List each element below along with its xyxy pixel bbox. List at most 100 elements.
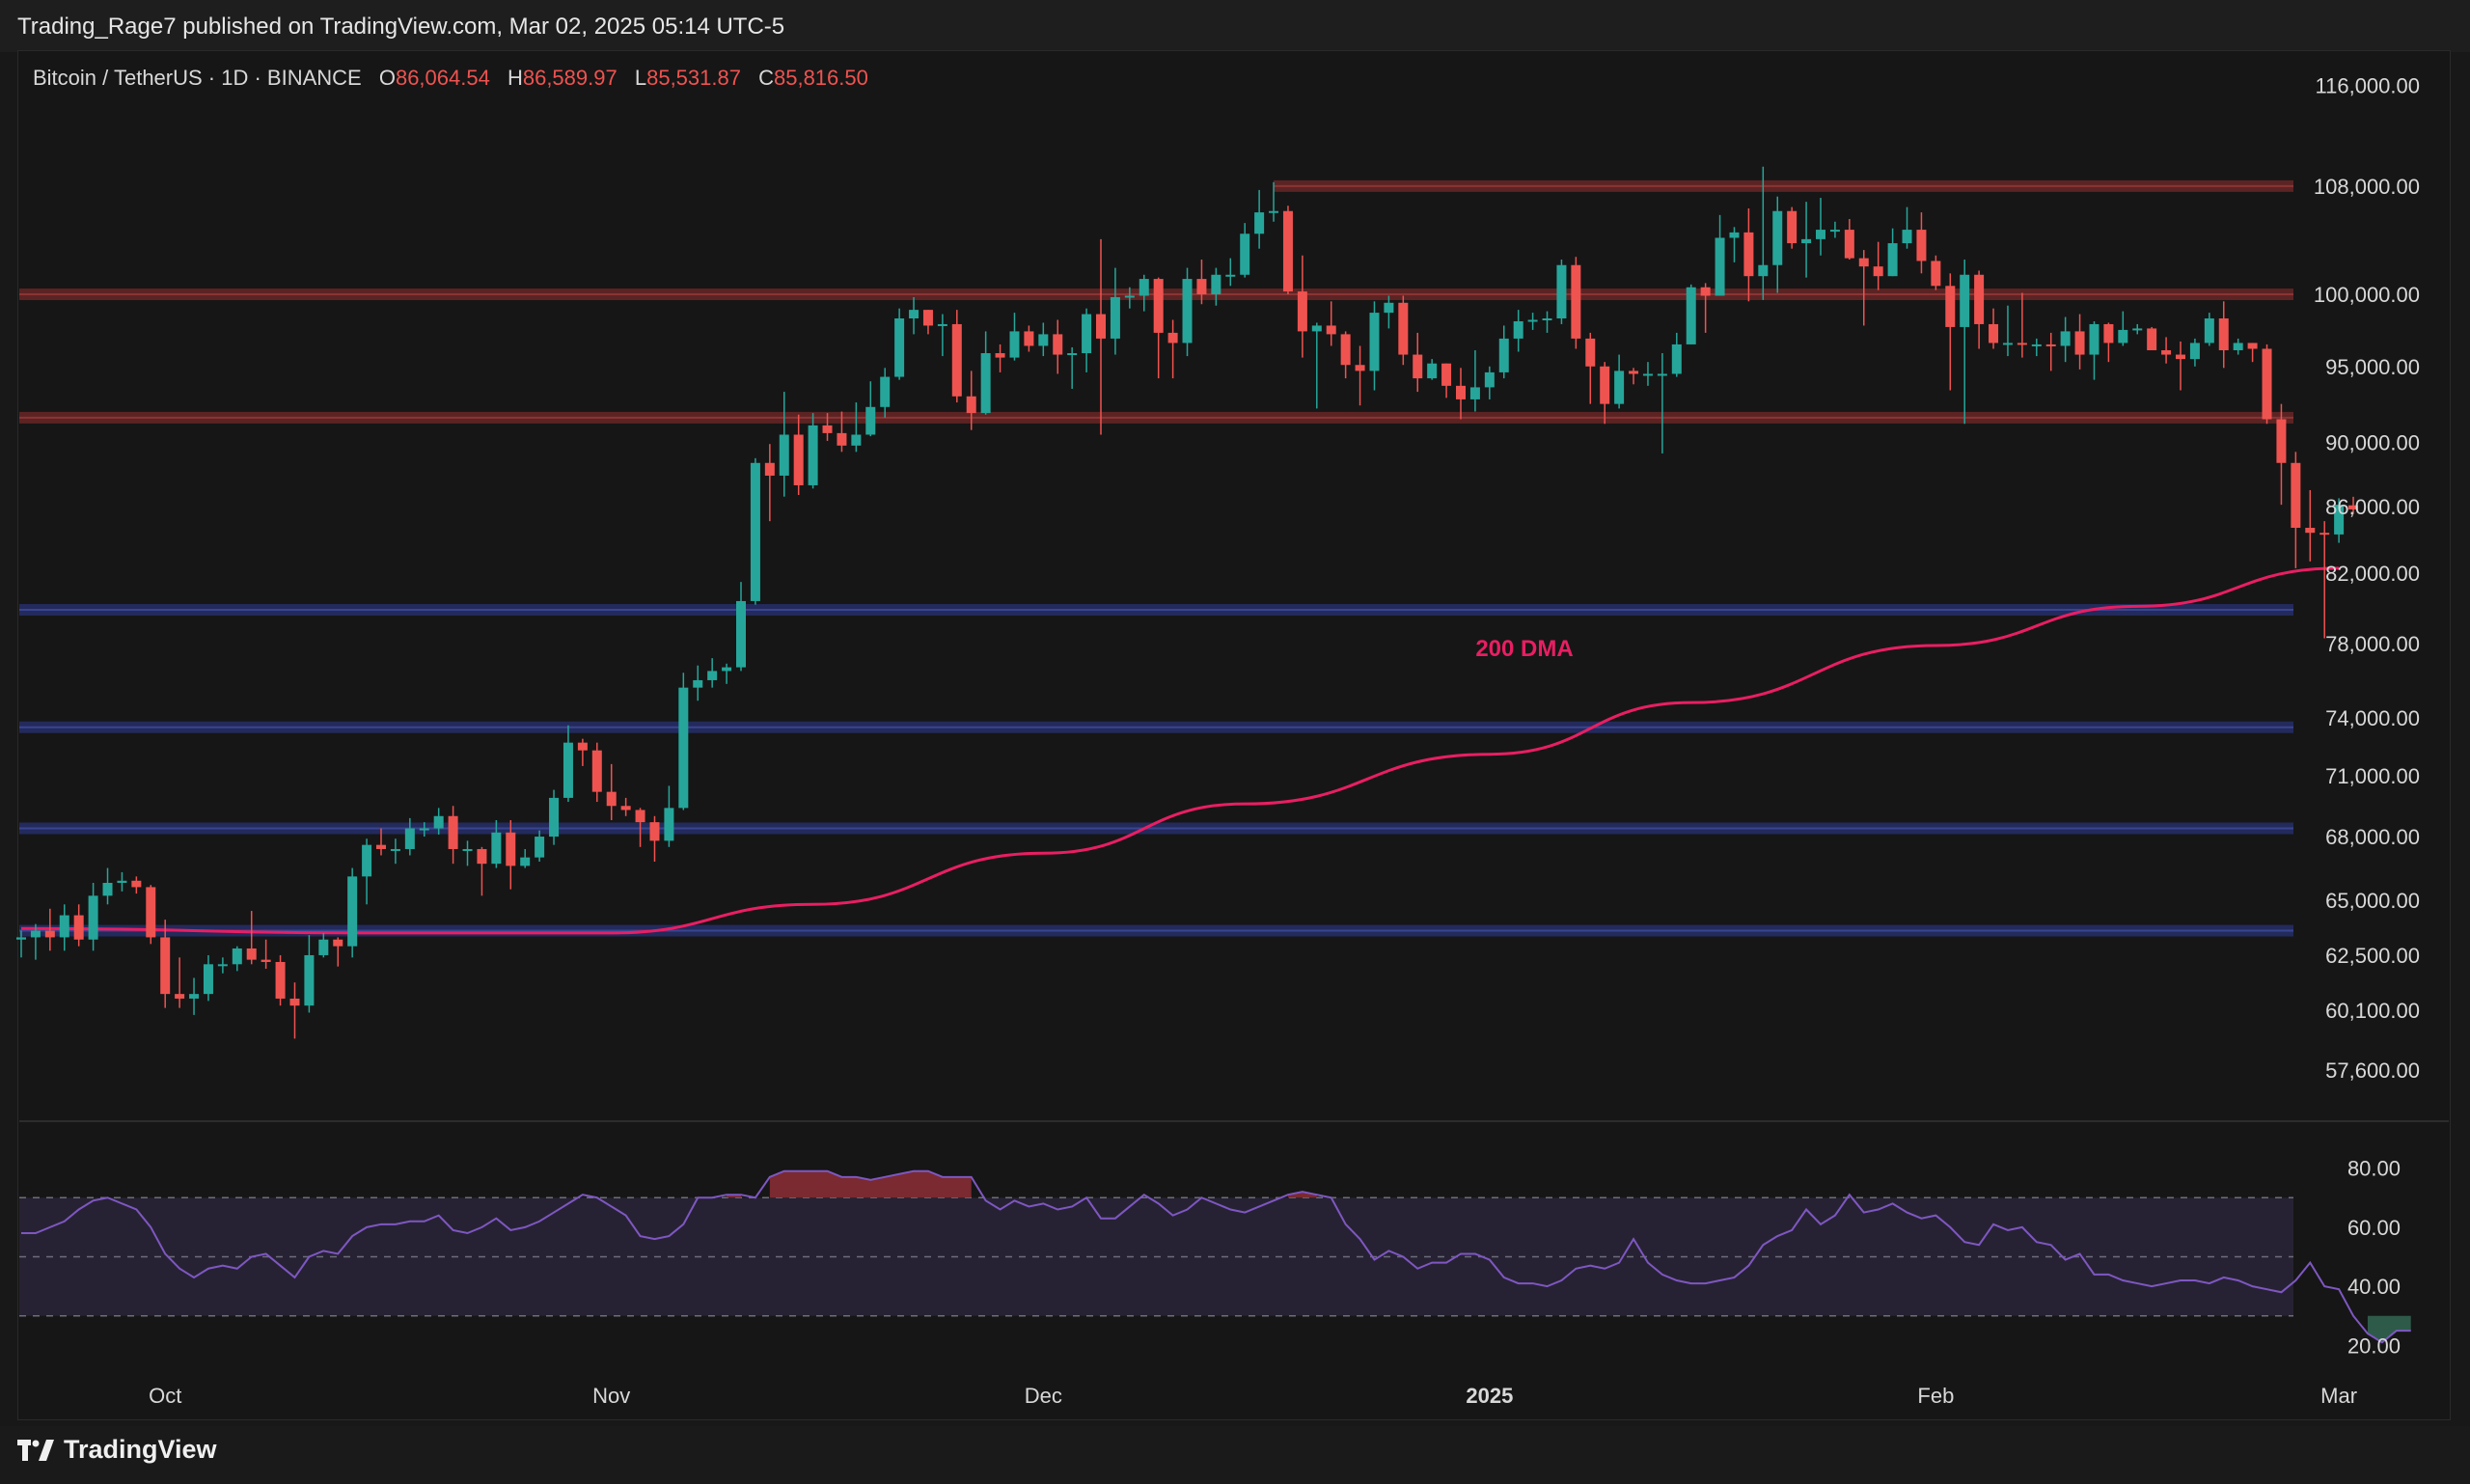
candle-body[interactable] (1556, 264, 1567, 319)
candle-body[interactable] (966, 396, 976, 414)
candle-body[interactable] (2002, 343, 2013, 345)
candle-body[interactable] (102, 882, 113, 896)
candle-body[interactable] (246, 948, 257, 960)
candle-body[interactable] (2247, 343, 2258, 349)
candle-body[interactable] (1456, 385, 1466, 399)
candle-body[interactable] (1153, 279, 1164, 333)
candle-body[interactable] (333, 939, 343, 947)
candle-body[interactable] (922, 310, 933, 326)
candle-body[interactable] (678, 687, 689, 809)
candle-body[interactable] (1787, 210, 1798, 244)
candle-body[interactable] (722, 667, 732, 672)
candle-body[interactable] (2017, 343, 2027, 345)
candle-body[interactable] (520, 857, 531, 866)
candle-body[interactable] (117, 880, 127, 883)
candle-body[interactable] (1513, 320, 1523, 339)
candle-body[interactable] (1844, 230, 1854, 259)
candle-body[interactable] (73, 915, 84, 940)
candle-body[interactable] (1629, 371, 1639, 374)
candle-body[interactable] (549, 797, 560, 838)
candle-body[interactable] (275, 961, 286, 999)
candle-body[interactable] (649, 822, 660, 841)
candle-body[interactable] (1254, 212, 1265, 234)
candle-body[interactable] (1743, 232, 1754, 277)
candle-body[interactable] (189, 994, 200, 999)
candle-body[interactable] (2262, 348, 2272, 420)
candle-body[interactable] (2204, 318, 2214, 344)
candle-body[interactable] (1585, 338, 1596, 367)
candle-body[interactable] (175, 994, 185, 999)
candle-body[interactable] (1082, 314, 1092, 354)
candle-body[interactable] (506, 832, 516, 866)
candle-body[interactable] (1686, 287, 1696, 344)
candle-body[interactable] (1282, 210, 1293, 292)
candle-body[interactable] (880, 376, 891, 407)
time-axis[interactable]: Oct Nov Dec 2025 Feb Mar (149, 1384, 2357, 1408)
candle-body[interactable] (951, 323, 962, 397)
candle-body[interactable] (1960, 274, 1970, 327)
candle-body[interactable] (1139, 279, 1149, 296)
candle-body[interactable] (1024, 331, 1034, 346)
candle-body[interactable] (160, 937, 171, 995)
candle-body[interactable] (1211, 274, 1221, 295)
candle-body[interactable] (2176, 354, 2185, 360)
candle-body[interactable] (1369, 313, 1380, 371)
candle-body[interactable] (2334, 505, 2345, 535)
candle-body[interactable] (865, 406, 876, 435)
candle-body[interactable] (2348, 505, 2359, 509)
candle-body[interactable] (535, 837, 545, 858)
candle-body[interactable] (491, 832, 502, 865)
candle-body[interactable] (1542, 318, 1552, 321)
candle-body[interactable] (2089, 323, 2100, 355)
candle-body[interactable] (1038, 334, 1049, 346)
candle-body[interactable] (1413, 354, 1423, 379)
candle-body[interactable] (44, 930, 55, 938)
candle-body[interactable] (1469, 387, 1480, 399)
candle-body[interactable] (30, 930, 41, 938)
candle-body[interactable] (1614, 371, 1625, 404)
candle-body[interactable] (146, 887, 156, 938)
candle-body[interactable] (232, 948, 242, 965)
candle-body[interactable] (851, 434, 862, 446)
candle-body[interactable] (1340, 334, 1351, 366)
price-axis[interactable]: 116,000.00 108,000.00 100,000.00 95,000.00 9… (2314, 74, 2420, 1083)
candle-body[interactable] (1887, 243, 1898, 277)
candle-body[interactable] (2045, 344, 2056, 346)
candle-body[interactable] (1067, 353, 1078, 356)
candle-body[interactable] (837, 432, 847, 446)
candle-body[interactable] (1326, 325, 1336, 335)
candle-body[interactable] (1124, 295, 1135, 298)
candle-body[interactable] (1715, 237, 1725, 296)
candle-body[interactable] (2103, 323, 2114, 344)
candle-body[interactable] (1498, 338, 1509, 372)
candle-body[interactable] (1311, 325, 1322, 332)
candle-body[interactable] (1902, 230, 1912, 244)
candle-body[interactable] (2233, 343, 2243, 350)
candle-body[interactable] (347, 876, 358, 947)
candle-body[interactable] (2031, 344, 2042, 346)
candle-body[interactable] (736, 600, 746, 668)
candle-body[interactable] (131, 880, 142, 888)
candle-body[interactable] (1398, 302, 1409, 355)
candle-body[interactable] (433, 815, 444, 829)
candle-body[interactable] (707, 671, 718, 680)
candle-body[interactable] (1974, 274, 1985, 324)
candle-body[interactable] (1671, 344, 1682, 374)
candle-body[interactable] (261, 959, 271, 962)
candle-body[interactable] (577, 742, 588, 751)
candle-body[interactable] (2276, 419, 2287, 463)
candle-body[interactable] (635, 810, 645, 823)
candle-body[interactable] (606, 791, 617, 807)
candle-body[interactable] (980, 353, 991, 414)
candle-body[interactable] (1096, 314, 1106, 339)
candle-body[interactable] (1931, 261, 1941, 287)
candle-body[interactable] (2147, 328, 2157, 350)
candle-body[interactable] (16, 937, 26, 940)
candle-body[interactable] (203, 964, 213, 995)
tradingview-logo[interactable]: TradingView (17, 1435, 217, 1465)
candle-body[interactable] (995, 353, 1005, 358)
candle-body[interactable] (1916, 230, 1927, 261)
candle-body[interactable] (1858, 258, 1869, 267)
candle-body[interactable] (1527, 319, 1538, 322)
